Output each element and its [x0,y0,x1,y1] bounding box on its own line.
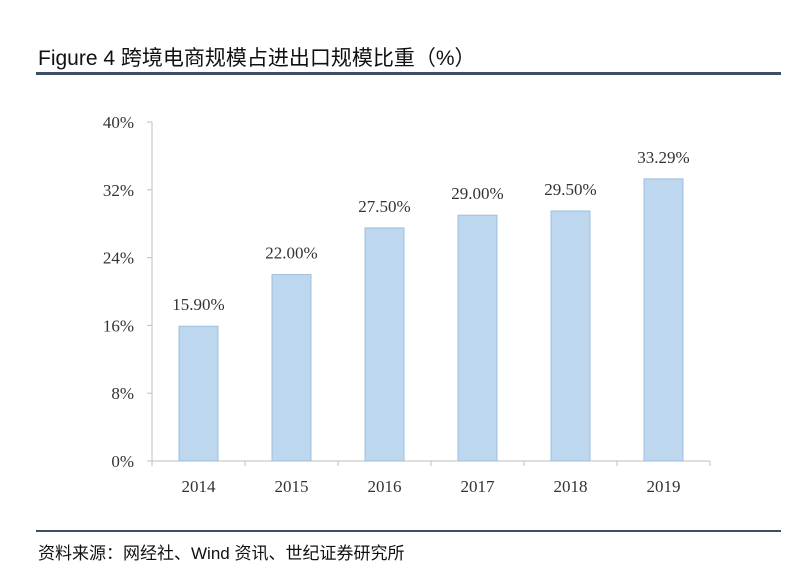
y-tick-label: 16% [103,316,134,335]
x-tick-label-2014: 2014 [182,477,217,496]
y-tick-label: 0% [111,452,134,471]
y-tick-label: 8% [111,384,134,403]
figure-title: Figure 4 跨境电商规模占进出口规模比重（%） [38,47,476,70]
bar-2015 [271,274,312,462]
bar-2017 [457,214,498,462]
source-rule [36,530,781,532]
y-tick-label: 40% [103,113,134,132]
x-tick-label-2019: 2019 [647,477,681,496]
bars [178,178,684,462]
data-label-2018: 29.50% [544,180,596,199]
x-tick-label-2016: 2016 [368,477,402,496]
y-tick-label: 32% [103,181,134,200]
data-labels: 15.90% 22.00% 27.50% 29.00% 29.50% 33.29% [172,148,689,314]
source-note: 资料来源：网经社、Wind 资讯、世纪证券研究所 [38,544,405,563]
x-tick-label-2015: 2015 [275,477,309,496]
data-label-2015: 22.00% [265,244,317,263]
x-axis: 2014 2015 2016 2017 2018 2019 [151,460,711,496]
bar-2019 [643,178,684,462]
data-label-2019: 33.29% [637,148,689,167]
bar-2016 [364,227,405,462]
data-label-2016: 27.50% [358,197,410,216]
data-label-2017: 29.00% [451,184,503,203]
x-tick-label-2018: 2018 [554,477,588,496]
y-axis: 0% 8% 16% 24% 32% 40% [103,113,153,471]
title-rule [36,72,781,75]
bar-2014 [178,325,219,462]
bar-2018 [550,210,591,462]
x-tick-label-2017: 2017 [461,477,496,496]
y-tick-label: 24% [103,249,134,268]
data-label-2014: 15.90% [172,295,224,314]
